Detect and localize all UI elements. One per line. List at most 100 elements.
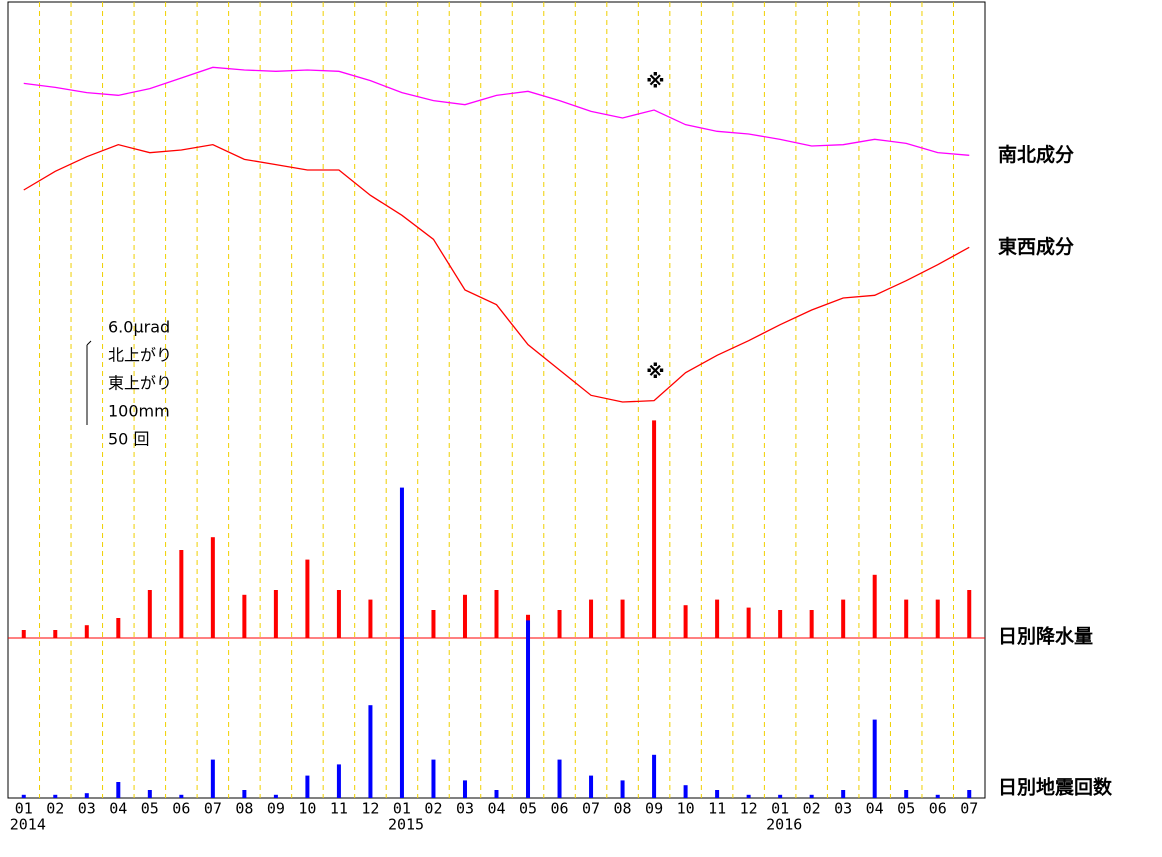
series-label: 東西成分	[998, 235, 1074, 258]
rain-bar	[778, 610, 783, 638]
rain-bar	[620, 599, 625, 638]
x-tick-label: 06	[929, 800, 947, 818]
rain-bar	[557, 610, 562, 638]
x-tick-label: 05	[519, 800, 537, 818]
rain-bar	[652, 420, 657, 638]
quake-bar	[778, 794, 783, 798]
x-tick-label: 04	[109, 800, 127, 818]
scale-label: 北上がり	[108, 346, 172, 365]
x-tick-label: 12	[740, 800, 758, 818]
rain-bar	[872, 574, 877, 638]
quake-bar	[462, 780, 467, 798]
scale-label: 100mm	[108, 402, 170, 421]
quake-bar	[147, 790, 152, 798]
rain-bar	[210, 537, 215, 638]
quake-bar	[935, 794, 940, 798]
series-label: 日別降水量	[998, 625, 1093, 648]
x-tick-label: 03	[78, 800, 96, 818]
x-tick-label: 06	[551, 800, 569, 818]
x-tick-label: 04	[866, 800, 884, 818]
rain-bar	[53, 630, 58, 638]
rain-bar	[84, 625, 89, 638]
quake-bar	[53, 794, 58, 798]
year-label: 2014	[10, 816, 46, 834]
series-label: 南北成分	[998, 143, 1074, 166]
x-tick-label: 01	[393, 800, 411, 818]
rain-bar	[116, 618, 121, 638]
x-tick-label: 03	[456, 800, 474, 818]
scale-label: 50 回	[108, 430, 149, 449]
tilt-line	[23, 66, 970, 156]
quake-bar	[431, 759, 436, 798]
plot-frame	[7, 1, 986, 799]
rain-bar	[179, 550, 184, 638]
quake-bar	[21, 794, 26, 798]
quake-bar	[336, 764, 341, 798]
quake-bar	[715, 790, 720, 798]
rain-bar	[494, 590, 499, 638]
x-tick-label: 08	[235, 800, 253, 818]
x-tick-label: 01	[771, 800, 789, 818]
tilt-line	[23, 143, 970, 403]
rain-bar	[935, 599, 940, 638]
quake-bar	[904, 790, 909, 798]
scale-bar-tip	[86, 340, 92, 346]
quake-bar	[210, 759, 215, 798]
x-tick-label: 11	[708, 800, 726, 818]
rain-bar	[683, 605, 688, 638]
quake-bar	[494, 790, 499, 798]
quake-bar	[652, 754, 657, 798]
quake-bar	[841, 790, 846, 798]
x-tick-label: 03	[834, 800, 852, 818]
quake-bar	[399, 487, 404, 798]
quake-bar	[368, 705, 373, 798]
quake-bar	[557, 759, 562, 798]
quake-bar	[746, 794, 751, 798]
scale-label: 東上がり	[108, 374, 172, 393]
x-tick-label: 05	[141, 800, 159, 818]
rain-bar	[368, 599, 373, 638]
x-tick-label: 07	[960, 800, 978, 818]
rain-bar	[431, 610, 436, 638]
rain-bar	[967, 590, 972, 638]
quake-bar	[116, 782, 121, 798]
rain-bar	[242, 594, 247, 638]
quake-bar	[526, 620, 531, 798]
x-tick-label: 08	[614, 800, 632, 818]
rain-bar	[336, 590, 341, 638]
x-tick-label: 06	[172, 800, 190, 818]
year-label: 2016	[766, 816, 802, 834]
x-tick-label: 09	[267, 800, 285, 818]
quake-bar	[967, 790, 972, 798]
rain-bar	[904, 599, 909, 638]
x-tick-label: 02	[803, 800, 821, 818]
x-tick-label: 02	[424, 800, 442, 818]
x-tick-label: 09	[645, 800, 663, 818]
quake-bar	[84, 793, 89, 798]
x-tick-label: 05	[897, 800, 915, 818]
rain-bar	[715, 599, 720, 638]
x-tick-label: 10	[298, 800, 316, 818]
annotation: ※	[646, 361, 664, 383]
quake-bar	[683, 785, 688, 798]
rain-bar	[305, 559, 310, 638]
quake-bar	[872, 719, 877, 798]
x-tick-label: 01	[15, 800, 33, 818]
x-tick-label: 11	[330, 800, 348, 818]
x-tick-label: 02	[46, 800, 64, 818]
quake-bar	[305, 775, 310, 798]
rain-bar	[462, 594, 467, 638]
rain-bar	[841, 599, 846, 638]
quake-bar	[179, 794, 184, 798]
quake-bar	[273, 794, 278, 798]
rain-bar	[147, 590, 152, 638]
quake-bar	[589, 775, 594, 798]
annotation: ※	[646, 71, 664, 93]
rain-bar	[21, 630, 26, 638]
rain-bar	[746, 607, 751, 638]
quake-bar	[620, 780, 625, 798]
x-tick-label: 04	[487, 800, 505, 818]
year-label: 2015	[388, 816, 424, 834]
rain-bar	[809, 610, 814, 638]
rain-bar	[589, 599, 594, 638]
